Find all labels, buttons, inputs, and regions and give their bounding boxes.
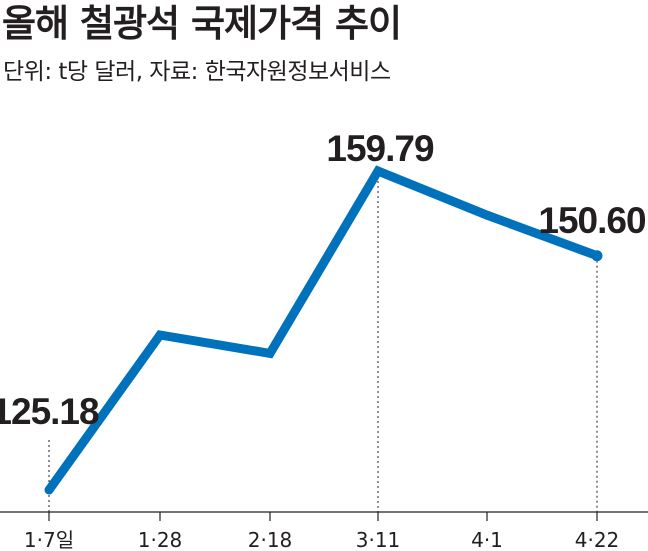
data-label: 150.60 [538,200,646,241]
x-tick-label: 2·18 [248,528,293,551]
x-tick-label: 4·22 [575,528,620,551]
chart-subtitle: 단위: t당 달러, 자료: 한국자원정보서비스 [3,59,391,85]
x-tick-label: 3·11 [356,528,401,551]
data-point [486,214,488,217]
data-label: 125.18 [0,391,99,432]
chart-title: 올해 철광석 국제가격 추이 [2,2,402,45]
data-label: 159.79 [326,128,434,169]
data-point [159,333,161,336]
series-line [44,165,602,495]
x-tick-label: 4·1 [471,528,503,551]
data-point [269,352,271,355]
x-tick-label: 1·7일 [24,528,74,551]
end-point-marker [591,250,603,262]
data-point [377,170,379,172]
x-tick-label: 1·28 [138,528,183,551]
data-point [48,489,50,491]
